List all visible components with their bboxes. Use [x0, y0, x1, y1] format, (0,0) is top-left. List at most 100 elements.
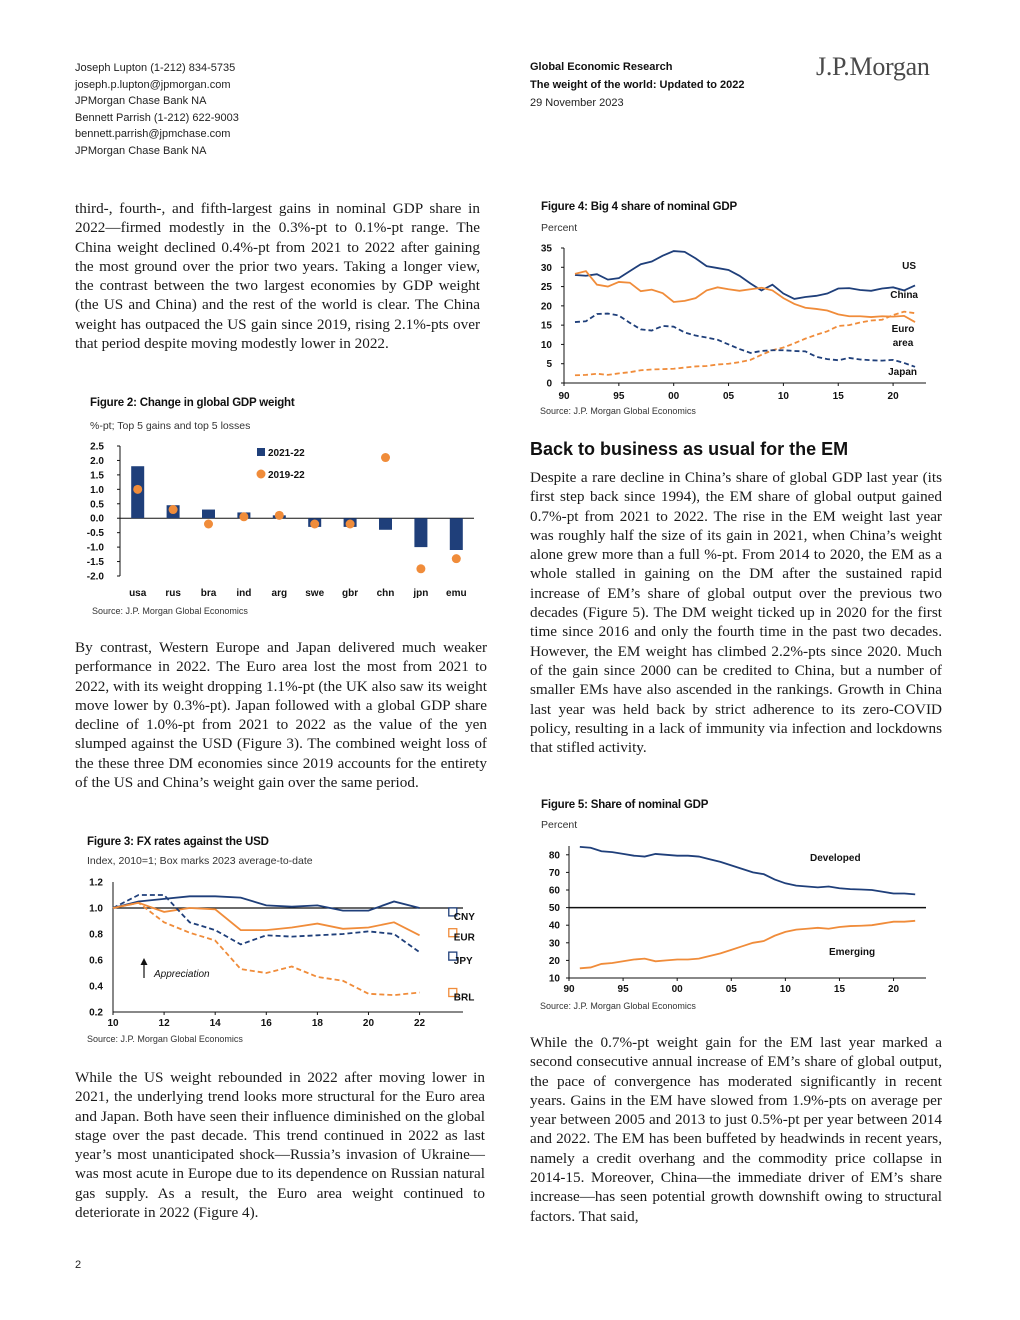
fig3-label-jpy: JPY [454, 956, 473, 967]
fig2-x-tick-gbr: gbr [342, 588, 358, 599]
fig2-y-tick-label: -1.0 [87, 543, 105, 554]
fig4-label-area: area [893, 338, 914, 349]
fig2-x-tick-swe: swe [305, 588, 324, 599]
fig2-bar-jpn [414, 518, 428, 548]
figure-3-subtitle: Index, 2010=1; Box marks 2023 average-to… [87, 855, 313, 867]
figure-2-chart: 2.5 2.0 1.5 1.0 0.5 0.0 -0.5 -1.0 -1.5 -2.0 usa rus… [87, 442, 474, 599]
fig5-x-tick-label: 00 [672, 984, 684, 995]
fig4-label-us: US [902, 261, 916, 272]
fig3-x-tick-label: 18 [312, 1018, 324, 1029]
fig3-box-jpy [448, 951, 458, 961]
fig2-y-tick-label: -0.5 [87, 528, 105, 539]
figure-4-subtitle: Percent [541, 222, 578, 234]
fig3-y-tick-label: 0.2 [89, 1008, 103, 1019]
left-paragraph-2: By contrast, Western Europe and Japan de… [75, 639, 487, 792]
figure-5-subtitle: Percent [541, 819, 578, 831]
fig4-label-china: China [890, 290, 918, 301]
fig5-x-tick-label: 95 [618, 984, 630, 995]
fig5-label-emerging: Emerging [829, 947, 875, 958]
fig5-x-tick-label: 20 [888, 984, 900, 995]
left-paragraph-3: While the US weight rebounded in 2022 af… [75, 1069, 485, 1222]
figure-3-source: Source: J.P. Morgan Global Economics [87, 1034, 243, 1044]
report-header: Global Economic Research The weight of t… [530, 60, 760, 112]
fig4-y-tick-label: 10 [541, 340, 553, 351]
fig3-line-brl [112, 901, 420, 997]
fig4-line-euro-area [574, 270, 916, 323]
fig2-dot-usa [133, 484, 143, 494]
report-date: 29 November 2023 [530, 97, 624, 109]
fig3-annotation: Appreciation [153, 969, 210, 980]
fig3-x-tick-label: 10 [107, 1018, 119, 1029]
author-1-email[interactable]: joseph.p.lupton@jpmorgan.com [75, 78, 231, 91]
report-title: The weight of the world: Updated to 2022 [530, 79, 745, 91]
fig3-line-eur [112, 901, 420, 937]
author-1-name: Joseph Lupton (1-212) 834-5735 [75, 62, 236, 74]
fig2-x-tick-arg: arg [272, 588, 288, 599]
fig2-y-tick-label: 2.0 [90, 456, 104, 467]
fig2-dot-ind [239, 512, 249, 522]
figure-3-title: Figure 3: FX rates against the USD [87, 836, 269, 848]
figure-2-title: Figure 2: Change in global GDP weight [90, 397, 295, 409]
fig2-dot-gbr [345, 519, 355, 529]
fig3-y-tick-label: 0.4 [89, 982, 103, 993]
figure-4-chart: 35 30 25 20 15 10 5 0 90 95 00 05 10 15 20 US China Euro a… [541, 244, 926, 402]
fig4-line-us [574, 250, 916, 300]
fig3-label-brl: BRL [454, 993, 475, 1004]
fig4-x-tick-label: 20 [888, 391, 900, 402]
fig2-x-tick-bra: bra [201, 588, 217, 599]
figure-3-chart: 1.2 1.0 0.8 0.6 0.4 0.2 10 12 14 16 18 20 22 CNY EUR JP… [89, 878, 476, 1030]
figure-5-title: Figure 5: Share of nominal GDP [541, 799, 709, 811]
fig3-box-brl [448, 987, 458, 998]
fig4-line-china [574, 310, 916, 377]
fig4-x-tick-label: 90 [558, 391, 570, 402]
fig3-x-tick-label: 14 [210, 1018, 222, 1029]
figure-5-source: Source: J.P. Morgan Global Economics [540, 1001, 696, 1011]
report-series: Global Economic Research [530, 61, 673, 73]
right-paragraph-2: While the 0.7%-pt weight gain for the EM… [530, 1034, 942, 1225]
fig2-x-tick-jpn: jpn [412, 588, 428, 599]
figure-2-source: Source: J.P. Morgan Global Economics [92, 606, 248, 616]
fig4-y-tick-label: 25 [541, 282, 553, 293]
fig5-y-tick-label: 70 [549, 868, 561, 879]
author-1-org: JPMorgan Chase Bank NA [75, 95, 207, 107]
fig2-dot-chn [381, 453, 390, 463]
fig3-box-cny [448, 907, 458, 917]
fig3-y-tick-label: 1.2 [89, 878, 103, 889]
fig2-y-tick-label: -1.5 [87, 557, 105, 568]
figure-4-source: Source: J.P. Morgan Global Economics [540, 406, 696, 416]
fig2-x-tick-chn: chn [377, 588, 395, 599]
fig3-x-tick-label: 20 [363, 1018, 375, 1029]
fig2-x-tick-emu: emu [446, 588, 467, 599]
fig4-x-tick-label: 05 [723, 391, 735, 402]
fig4-y-tick-label: 20 [541, 301, 553, 312]
fig2-dot-swe [310, 519, 320, 529]
fig4-y-tick-label: 0 [546, 379, 552, 390]
fig3-box-eur [448, 928, 458, 938]
fig2-y-tick-label: 1.5 [90, 470, 104, 481]
fig4-x-tick-label: 15 [833, 391, 845, 402]
author-2-email[interactable]: bennett.parrish@jpmchase.com [75, 128, 231, 140]
fig5-y-tick-label: 20 [549, 956, 561, 967]
fig5-label-developed: Developed [810, 853, 861, 864]
fig2-legend-2021-22: 2021-22 [268, 448, 305, 459]
fig2-y-tick-label: 0.0 [90, 514, 104, 525]
fig4-label-euro: Euro [892, 324, 915, 335]
fig2-y-tick-label: -2.0 [87, 572, 105, 583]
fig2-legend-2019-22: 2019-22 [268, 470, 305, 481]
fig4-y-tick-label: 30 [541, 263, 553, 274]
fig5-x-tick-label: 05 [726, 984, 738, 995]
fig3-x-tick-label: 12 [159, 1018, 171, 1029]
page-number: 2 [75, 1259, 82, 1271]
left-paragraph-1: third-, fourth-, and fifth-largest gains… [75, 200, 480, 353]
fig4-label-japan: Japan [888, 367, 917, 378]
fig2-bar-bra [202, 509, 215, 519]
fig3-y-tick-label: 1.0 [89, 904, 103, 915]
fig2-dot-jpn [416, 564, 426, 574]
author-2-org: JPMorgan Chase Bank NA [75, 144, 207, 157]
fig5-x-tick-label: 90 [563, 984, 575, 995]
fig3-y-tick-label: 0.6 [89, 956, 103, 967]
right-paragraph-1: Despite a rare decline in China’s share … [530, 469, 942, 757]
fig2-x-tick-rus: rus [165, 588, 181, 599]
fig3-y-tick-label: 0.8 [89, 930, 103, 941]
